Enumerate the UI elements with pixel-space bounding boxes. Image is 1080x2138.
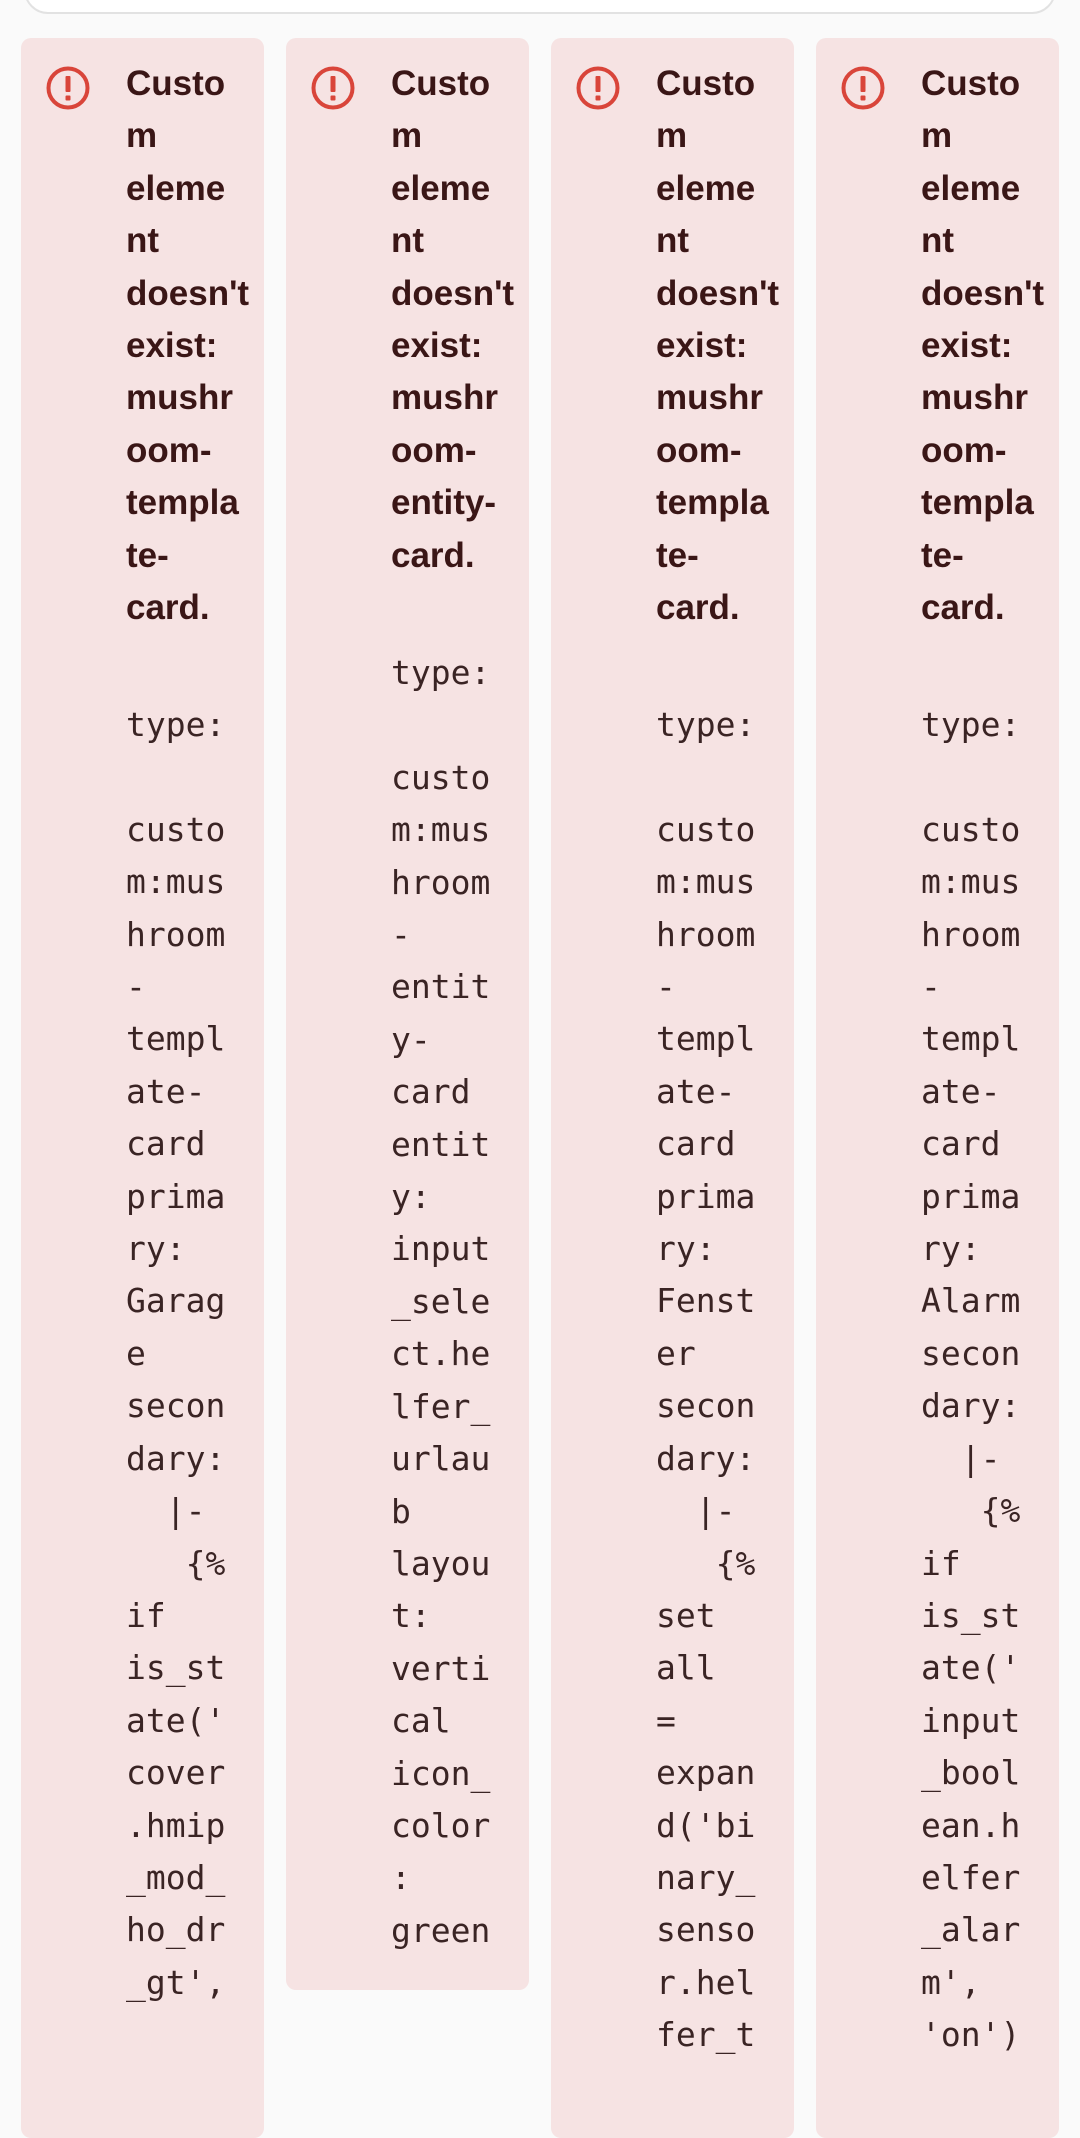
card-config-yaml: type: custo m:mus hroom - entit y- card … — [391, 653, 491, 1950]
error-card-garage[interactable]: Custo m eleme nt doesn't exist: mushr oom-templ… — [21, 38, 264, 2138]
card-config-yaml: type: custo m:mus hroom - templ ate- car… — [921, 705, 1021, 2055]
error-title: Custo m eleme nt doesn't exist: mushr oom-templ… — [126, 64, 250, 628]
alert-circle-icon — [841, 66, 885, 110]
error-title: Custo m eleme nt doesn't exist: mushr oom-templ… — [921, 64, 1045, 628]
alert-circle-icon — [46, 66, 90, 110]
top-card-edge — [24, 0, 1056, 14]
card-config-yaml: type: custo m:mus hroom - templ ate- car… — [126, 705, 226, 2002]
error-title: Custo m eleme nt doesn't exist: mushr oom-entit… — [391, 64, 515, 575]
error-card-fenster[interactable]: Custo m eleme nt doesn't exist: mushr oom-templ… — [551, 38, 794, 2138]
error-card-alarm[interactable]: Custo m eleme nt doesn't exist: mushr oom-templ… — [816, 38, 1059, 2138]
alert-circle-icon — [311, 66, 355, 110]
error-card-urlaub[interactable]: Custo m eleme nt doesn't exist: mushr oom-entit… — [286, 38, 529, 1990]
error-title: Custo m eleme nt doesn't exist: mushr oom-templ… — [656, 64, 780, 628]
card-config-yaml: type: custo m:mus hroom - templ ate- car… — [656, 705, 756, 2055]
alert-circle-icon — [576, 66, 620, 110]
